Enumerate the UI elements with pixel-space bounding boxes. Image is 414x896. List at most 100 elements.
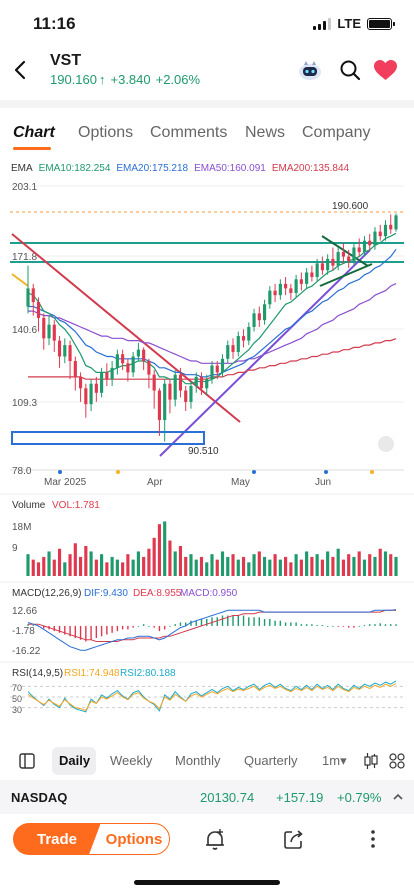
search-icon[interactable] <box>339 59 361 81</box>
rsi-title: RSI(14,9,5) <box>12 668 63 679</box>
event-marker <box>252 470 256 474</box>
candle-body <box>26 288 30 307</box>
mascot-icon[interactable] <box>297 58 323 82</box>
macd-hist-bar <box>353 625 355 628</box>
volume-bar <box>157 524 162 576</box>
x-tick-label: Apr <box>147 477 163 488</box>
candle-body <box>241 336 246 341</box>
volume-bar <box>115 559 119 576</box>
macd-hist-bar <box>311 624 313 626</box>
sidebar-toggle-icon[interactable] <box>19 753 35 769</box>
ema20-label: EMA20:175.218 <box>116 163 189 174</box>
triangle-line <box>319 263 373 287</box>
signal-icon <box>313 17 332 30</box>
volume-bar <box>199 556 204 576</box>
index-value: 20130.74 <box>200 790 255 805</box>
macd-hist-bar <box>242 615 245 626</box>
candle-body <box>315 263 319 278</box>
volume-bar <box>373 556 377 576</box>
candle-body <box>226 345 230 359</box>
volume-bar <box>362 559 367 576</box>
period-selector: Daily Weekly Monthly Quarterly 1m▾ <box>0 745 414 777</box>
volume-bar <box>305 551 309 576</box>
low-price-label: 90.510 <box>188 446 219 457</box>
tab-comments[interactable]: Comments <box>150 124 228 141</box>
macd-hist-bar <box>227 615 229 626</box>
tab-chart[interactable]: Chart <box>13 124 55 141</box>
volume-bar <box>294 554 298 576</box>
active-tab-indicator <box>13 147 51 150</box>
stock-chart[interactable]: 203.1 171.8 140.6 109.3 78.0 190.600 90.… <box>0 176 414 716</box>
tab-company[interactable]: Company <box>302 124 371 141</box>
candle-body <box>331 258 335 266</box>
ema-legend[interactable]: EMA EMA10:182.254 EMA20:175.218 EMA50:16… <box>11 163 349 174</box>
candle-body <box>73 361 77 377</box>
y-tick-label: 30 <box>12 705 22 715</box>
volume-value: VOL:1.781 <box>52 500 100 511</box>
ema200-label: EMA200:135.844 <box>271 163 350 174</box>
index-ticker-bar[interactable]: NASDAQ 20130.74 +157.19 +0.79% <box>0 780 414 814</box>
macd-hist-bar <box>79 625 82 640</box>
heart-icon[interactable] <box>373 59 398 81</box>
volume-bar <box>78 556 83 576</box>
drawing-tools[interactable] <box>10 211 404 457</box>
volume-bar <box>168 540 172 576</box>
macd-hist-bar <box>121 625 124 630</box>
volume-bar <box>152 537 156 576</box>
volume-bar <box>278 559 282 576</box>
macd-hist-bar <box>263 618 266 626</box>
detail-tabs: Chart Options Comments News Company <box>0 124 414 154</box>
candle-body <box>236 336 240 352</box>
candle-body <box>294 279 298 293</box>
macd-hist-bar <box>95 625 98 639</box>
macd-hist-bar <box>321 625 324 626</box>
volume-bar <box>42 556 46 576</box>
candle-body <box>394 215 398 230</box>
volume-bar <box>194 559 198 576</box>
volume-bar <box>247 562 251 576</box>
period-daily[interactable]: Daily <box>59 753 91 768</box>
candle-body <box>47 324 51 339</box>
candle-body <box>57 340 62 357</box>
rsi-pane <box>10 680 404 713</box>
tab-options[interactable]: Options <box>78 124 134 141</box>
period-monthly[interactable]: Monthly <box>175 753 221 768</box>
chevron-up-icon[interactable] <box>392 792 404 802</box>
ema10-label: EMA10:182.254 <box>38 163 111 174</box>
volume-bar <box>336 548 340 576</box>
candle-body <box>184 390 188 402</box>
period-quarterly[interactable]: Quarterly <box>244 753 298 768</box>
macd-hist-bar <box>74 625 77 639</box>
candle-body <box>299 279 303 284</box>
share-icon[interactable] <box>283 828 305 850</box>
options-button[interactable]: Options <box>88 823 170 855</box>
period-weekly[interactable]: Weekly <box>110 753 153 768</box>
candle-body <box>289 288 293 293</box>
candle-body <box>89 383 93 405</box>
macd-hist-bar <box>43 625 45 629</box>
bell-alert-icon[interactable] <box>204 828 226 852</box>
volume-bar <box>220 551 225 576</box>
volume-bar <box>73 543 77 576</box>
more-options-icon[interactable] <box>366 828 380 850</box>
period-minute[interactable]: 1m▾ <box>322 753 347 769</box>
macd-hist-bar <box>363 625 366 626</box>
candle-body <box>389 224 393 230</box>
ema20-line <box>28 248 397 378</box>
rsi1-line <box>27 683 397 711</box>
candle-style-icon[interactable] <box>364 752 378 770</box>
volume-bar <box>341 559 346 576</box>
tab-news[interactable]: News <box>245 124 286 141</box>
volume-bar <box>389 554 393 576</box>
candle-body <box>362 240 367 253</box>
candle-body <box>378 231 382 237</box>
volume-bar <box>47 551 51 576</box>
network-label: LTE <box>337 16 361 31</box>
index-change: +157.19 <box>276 790 324 805</box>
volume-bar <box>110 556 114 576</box>
back-arrow-icon[interactable] <box>10 56 30 84</box>
main-y-axis: 203.1 171.8 140.6 109.3 78.0 <box>12 182 37 477</box>
indicator-grid-icon[interactable] <box>389 753 405 769</box>
candle-body <box>68 345 72 362</box>
macd-hist-bar <box>90 625 92 640</box>
